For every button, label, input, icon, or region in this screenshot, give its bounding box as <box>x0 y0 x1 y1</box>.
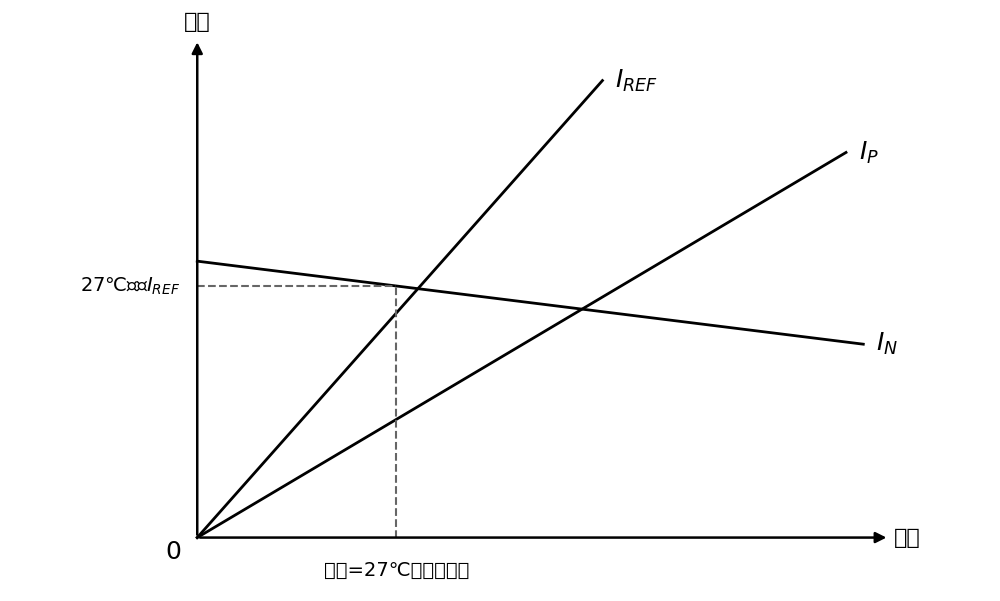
Text: 0: 0 <box>165 540 181 564</box>
Text: $\mathit{I}_P$: $\mathit{I}_P$ <box>859 139 879 165</box>
Text: 温度: 温度 <box>894 528 920 548</box>
Text: 温度=27℃（插入点）: 温度=27℃（插入点） <box>324 561 469 580</box>
Text: $\mathit{I}_N$: $\mathit{I}_N$ <box>876 331 898 357</box>
Text: 27℃下的$\mathit{I}_{REF}$: 27℃下的$\mathit{I}_{REF}$ <box>80 275 180 297</box>
Text: 电流: 电流 <box>184 12 211 32</box>
Text: $\mathit{I}_{REF}$: $\mathit{I}_{REF}$ <box>615 67 658 94</box>
